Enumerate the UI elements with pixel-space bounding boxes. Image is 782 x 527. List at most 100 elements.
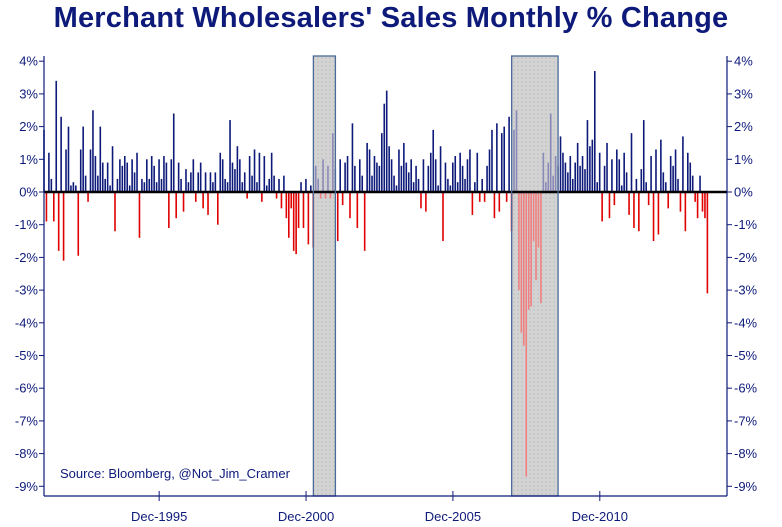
bar xyxy=(111,146,114,192)
bar xyxy=(393,175,395,192)
bar xyxy=(677,178,679,192)
bar xyxy=(481,178,483,192)
bar xyxy=(307,192,310,245)
recession-band xyxy=(313,56,336,496)
bar xyxy=(197,172,200,192)
axes: 4% 4% 3% 3% 2% 2% 1% 1% 0% 0% -1% -1% -2% -2% -3% -3% -4… xyxy=(15,54,758,524)
y-tick-label-left: -7% xyxy=(15,413,39,428)
bar xyxy=(606,142,608,192)
bar xyxy=(623,152,625,192)
bar xyxy=(589,146,591,192)
bar xyxy=(363,192,366,251)
bar xyxy=(55,80,58,192)
bar xyxy=(603,165,606,192)
bar xyxy=(496,123,498,192)
x-tick-label: Dec-2005 xyxy=(425,509,481,524)
bar xyxy=(72,182,75,192)
bar xyxy=(640,169,643,192)
bar xyxy=(530,192,532,307)
bar xyxy=(160,178,163,192)
bar xyxy=(158,159,160,192)
bar xyxy=(699,175,701,192)
bar xyxy=(336,192,339,242)
bar xyxy=(500,133,503,192)
bar xyxy=(246,192,248,199)
bar xyxy=(146,159,148,192)
y-tick-label-left: -5% xyxy=(15,348,39,363)
bar xyxy=(224,178,226,192)
bar xyxy=(706,192,709,294)
bar xyxy=(400,165,403,192)
bar xyxy=(642,120,645,192)
bar xyxy=(471,192,474,215)
bar xyxy=(593,71,596,192)
y-tick-label-right: -6% xyxy=(734,381,758,396)
bar xyxy=(554,156,557,192)
bar xyxy=(97,175,99,192)
bar xyxy=(493,192,496,219)
bar-series xyxy=(43,71,709,477)
y-tick-label-right: -4% xyxy=(734,315,758,330)
bar xyxy=(559,136,562,192)
bar xyxy=(689,162,692,192)
bar xyxy=(478,192,481,202)
bar xyxy=(591,139,594,192)
bar xyxy=(45,192,48,222)
bar xyxy=(505,192,508,202)
bar xyxy=(672,165,674,192)
x-tick-label: Dec-1995 xyxy=(131,509,187,524)
bar xyxy=(452,162,454,192)
bar xyxy=(647,192,650,206)
bar xyxy=(403,142,405,192)
bar xyxy=(630,133,633,192)
bar xyxy=(207,192,209,215)
bar xyxy=(620,185,623,192)
bar xyxy=(522,192,525,346)
x-tick-label: Dec-2000 xyxy=(278,509,334,524)
bar xyxy=(549,113,552,192)
bar xyxy=(525,192,528,477)
bar xyxy=(576,142,579,192)
bar xyxy=(133,172,136,192)
bar xyxy=(586,120,589,192)
y-tick-label-left: -3% xyxy=(15,283,39,298)
bar xyxy=(464,178,466,192)
bar xyxy=(182,192,185,212)
y-tick-label-right: -8% xyxy=(734,446,758,461)
y-tick-label-left: -1% xyxy=(15,217,39,232)
bar xyxy=(106,162,109,192)
bar xyxy=(290,192,293,209)
bar xyxy=(444,162,447,192)
bar xyxy=(155,182,158,192)
y-tick-label-left: -9% xyxy=(15,479,39,494)
bar xyxy=(70,185,72,192)
bar xyxy=(434,159,437,192)
bar xyxy=(285,192,288,219)
bar xyxy=(278,178,280,192)
bar xyxy=(263,156,266,192)
bar xyxy=(329,192,332,199)
bar xyxy=(669,156,672,192)
bar xyxy=(613,192,616,206)
bar xyxy=(601,192,603,222)
bar xyxy=(94,156,97,192)
bar xyxy=(295,192,297,255)
bar xyxy=(540,192,542,304)
bar xyxy=(660,139,662,192)
y-tick-label-left: -2% xyxy=(15,250,39,265)
bar xyxy=(608,192,611,219)
bar xyxy=(204,172,207,192)
bar xyxy=(214,172,217,192)
y-tick-label-right: -1% xyxy=(734,217,758,232)
bar xyxy=(163,156,165,192)
bar xyxy=(513,129,515,192)
bar xyxy=(256,182,258,192)
bar xyxy=(366,142,368,192)
bar xyxy=(425,192,427,212)
bar xyxy=(248,156,251,192)
bar xyxy=(417,178,420,192)
bar xyxy=(52,192,55,222)
bar xyxy=(520,192,523,333)
y-tick-label-left: 3% xyxy=(19,86,38,101)
bar xyxy=(383,103,386,192)
